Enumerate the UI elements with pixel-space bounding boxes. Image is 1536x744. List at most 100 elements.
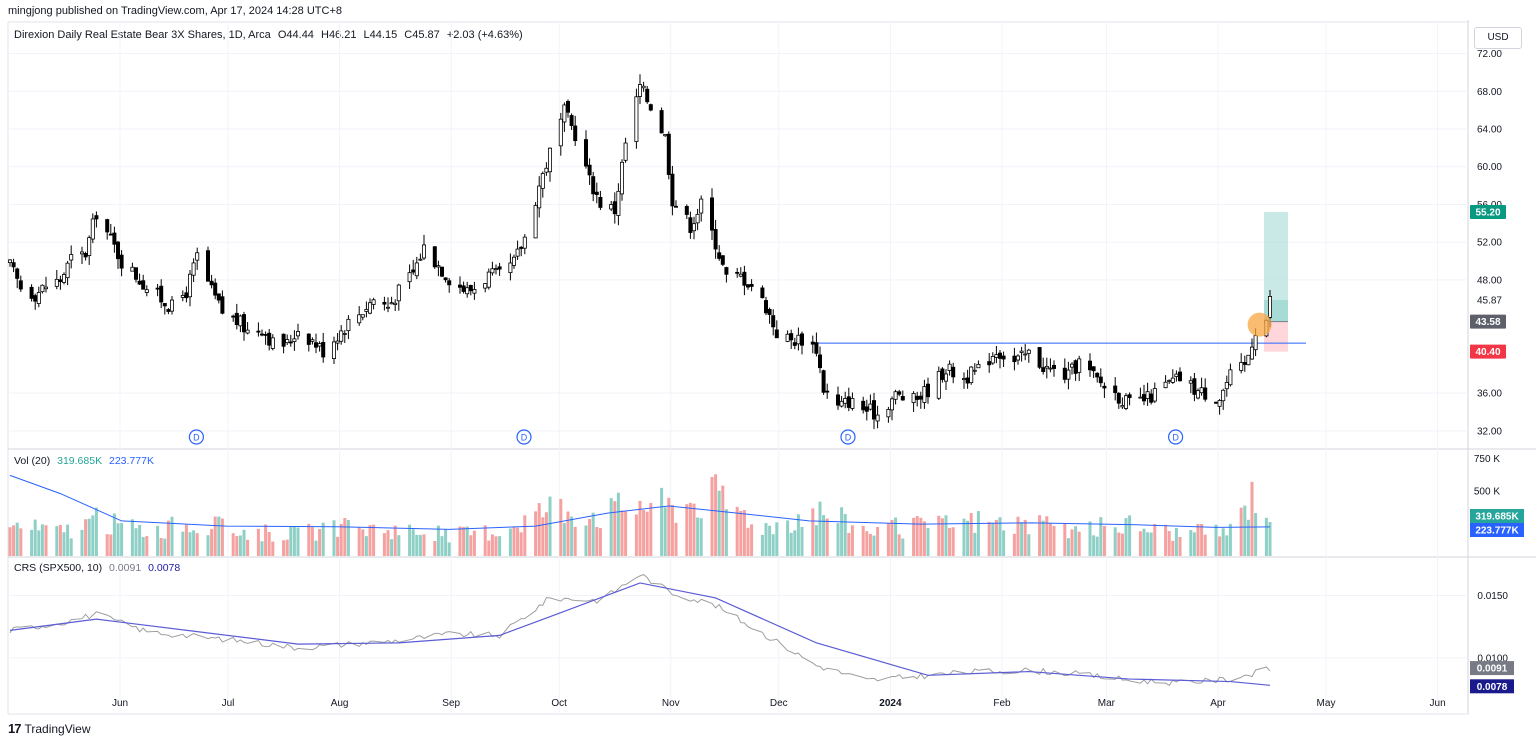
candle-body — [839, 400, 844, 407]
candle-body — [742, 271, 747, 286]
volume-bar — [1066, 538, 1070, 556]
candle-body — [313, 342, 318, 348]
candle-body — [310, 339, 315, 342]
volume-bar — [1171, 540, 1175, 556]
candle-body — [594, 191, 599, 195]
candle-body — [800, 333, 805, 346]
candle-body — [612, 201, 617, 215]
candle-body — [591, 176, 596, 195]
candle-body — [1167, 379, 1172, 382]
candle-body — [587, 164, 592, 176]
currency-button[interactable]: USD — [1474, 27, 1522, 49]
candle-body — [569, 115, 574, 126]
candle-body — [688, 217, 693, 233]
volume-bar — [282, 540, 286, 556]
volume-bar — [105, 534, 109, 556]
volume-bar — [825, 518, 829, 556]
candle-body — [1066, 369, 1071, 380]
volume-bar — [544, 512, 548, 556]
volume-bar — [534, 511, 538, 556]
candle-body — [15, 268, 20, 279]
volume-bar — [159, 537, 163, 556]
volume-bar — [264, 524, 268, 556]
change-value: +2.03 (+4.63%) — [446, 29, 523, 41]
candle-body — [295, 331, 300, 337]
candle-body — [699, 198, 704, 214]
candle-body — [209, 280, 214, 286]
candle-body — [144, 289, 149, 293]
volume-bar — [944, 515, 948, 556]
dividend-marker — [516, 429, 532, 445]
candle-body — [65, 262, 70, 279]
volume-bar — [307, 523, 311, 556]
candle-body — [915, 395, 920, 400]
symbol-name[interactable]: Direxion Daily Real Estate Bear 3X Share… — [14, 29, 271, 41]
volume-bar — [368, 525, 372, 556]
crs-label[interactable]: CRS (SPX500, 10) — [14, 562, 103, 574]
last-price-label: 45.87 — [1477, 296, 1502, 307]
volume-bar — [685, 504, 689, 556]
candle-body — [137, 280, 142, 285]
crs-legend: CRS (SPX500, 10) 0.0091 0.0078 — [14, 562, 180, 574]
candle-body — [1012, 355, 1017, 363]
volume-bar — [138, 525, 142, 556]
candle-body — [1199, 387, 1204, 394]
footer-brand[interactable]: 17 TradingView — [8, 721, 91, 736]
dividend-marker-label: D — [521, 433, 528, 443]
candle-body — [1116, 392, 1121, 404]
candle-body — [767, 309, 772, 315]
candle-body — [87, 237, 92, 256]
candle-body — [411, 269, 416, 273]
volume-bar — [1020, 522, 1024, 556]
volume-bar — [184, 524, 188, 556]
volume-label[interactable]: Vol (20) — [14, 455, 51, 467]
volume-bar — [289, 526, 293, 556]
candle-body — [382, 301, 387, 305]
volume-bar — [768, 525, 772, 556]
candle-body — [936, 370, 941, 399]
open-value: O44.44 — [277, 29, 314, 41]
candle-body — [674, 205, 679, 208]
volume-bar — [948, 528, 952, 556]
volume-bar — [296, 527, 300, 556]
candle-body — [364, 309, 369, 312]
candle-body — [83, 253, 88, 258]
volume-bar — [818, 501, 822, 556]
candle-body — [1217, 400, 1222, 407]
volume-bar — [181, 531, 185, 556]
candle-body — [508, 262, 513, 274]
candle-body — [533, 205, 538, 239]
candle-body — [385, 306, 390, 309]
candle-body — [522, 236, 527, 249]
candle-body — [62, 274, 67, 283]
x-tick-label: Dec — [770, 698, 788, 709]
volume-bar — [1052, 525, 1056, 556]
candle-body — [18, 280, 23, 290]
stop-price-tag — [1470, 344, 1506, 359]
candle-body — [641, 85, 646, 89]
volume-bar — [1246, 519, 1250, 556]
volume-bar — [1167, 531, 1171, 556]
entry-price-tag-text: 43.58 — [1475, 317, 1500, 328]
volume-bar — [343, 517, 347, 556]
volume-bar — [976, 511, 980, 556]
volume-bar — [1138, 531, 1142, 556]
volume-bar — [246, 539, 250, 556]
candle-body — [926, 383, 931, 398]
volume-bar — [415, 534, 419, 556]
candle-body — [1203, 387, 1208, 400]
volume-bar — [674, 522, 678, 556]
low-value: L44.15 — [363, 29, 398, 41]
candle-body — [69, 254, 74, 261]
volume-bar — [634, 514, 638, 556]
volume-bar — [62, 532, 66, 556]
candle-body — [890, 398, 895, 411]
volume-bar — [786, 520, 790, 556]
candle-body — [774, 329, 779, 339]
candle-body — [1016, 355, 1021, 361]
candle-body — [166, 309, 171, 312]
candle-body — [389, 302, 394, 305]
volume-bar — [940, 518, 944, 556]
volume-bar — [861, 525, 865, 556]
